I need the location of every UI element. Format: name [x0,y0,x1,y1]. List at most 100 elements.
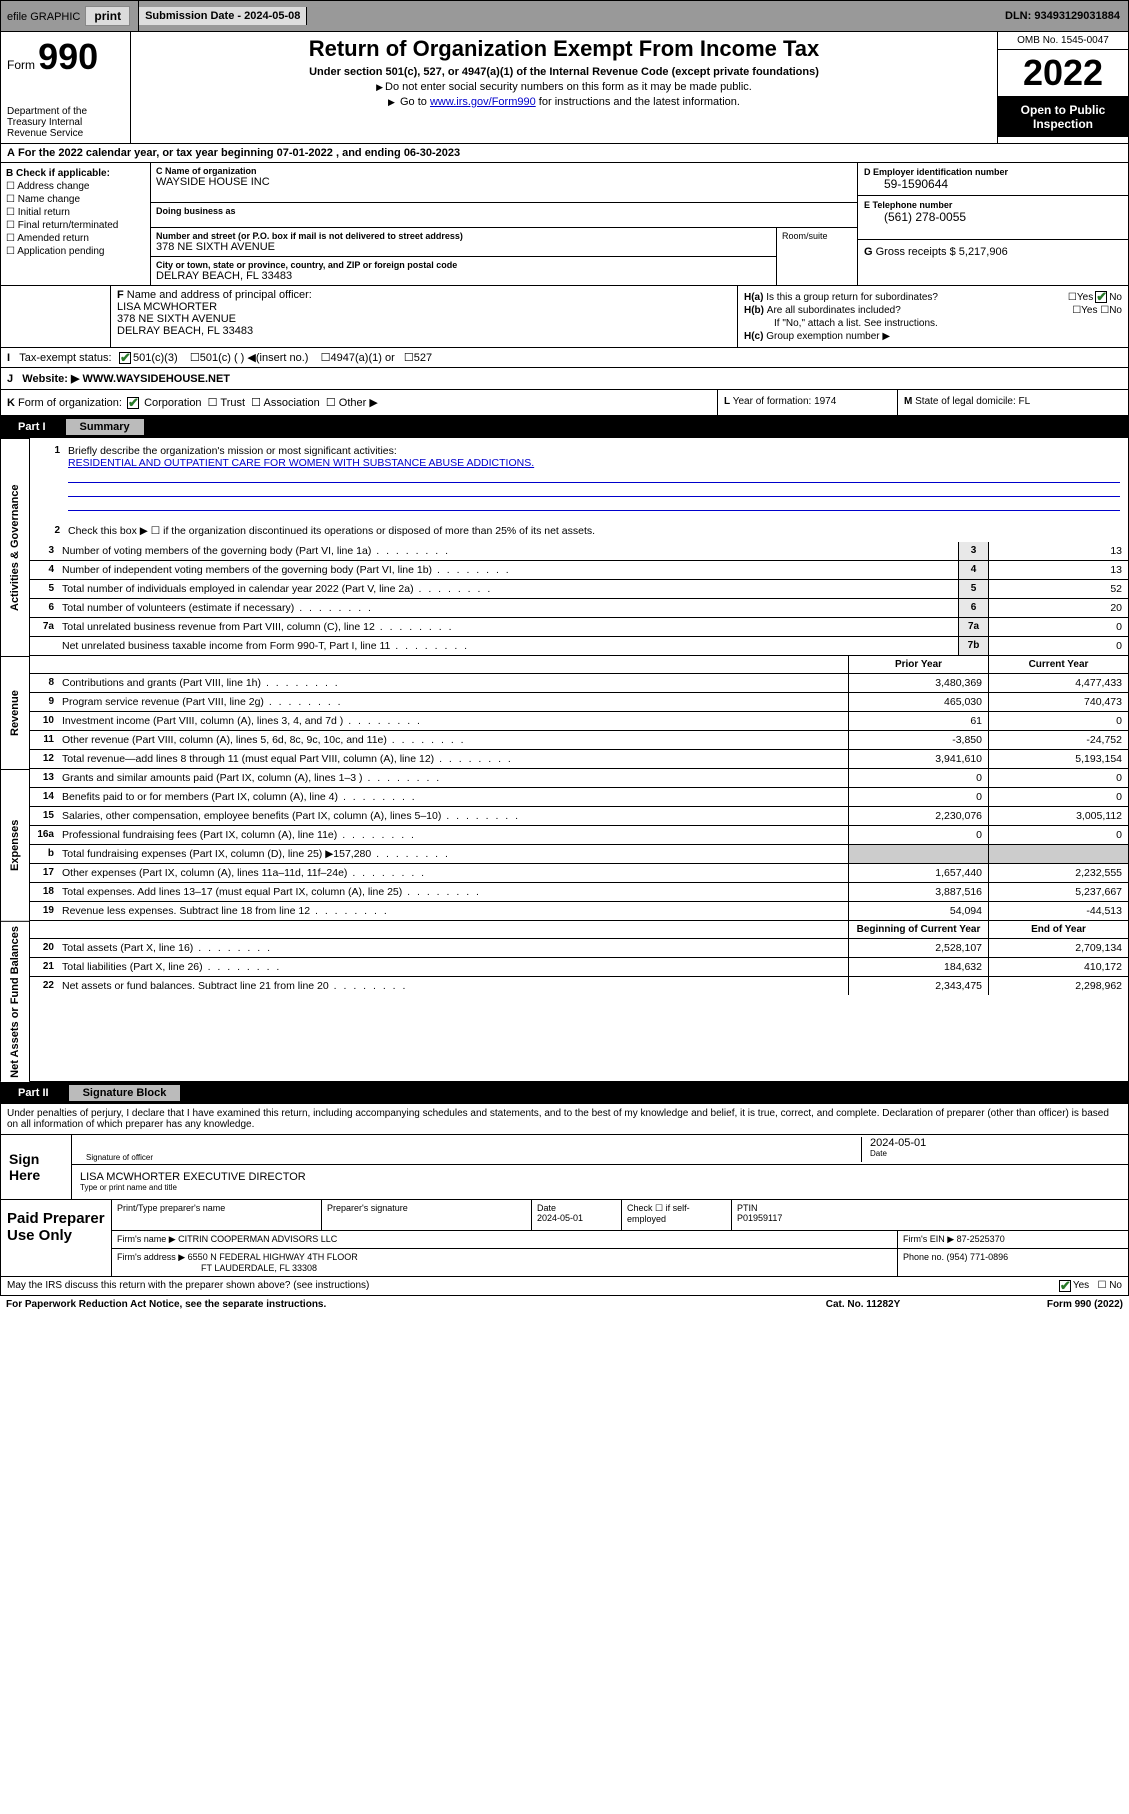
data-line: 13Grants and similar amounts paid (Part … [30,769,1128,788]
check-pending[interactable]: ☐ Application pending [6,246,145,257]
data-line: 8Contributions and grants (Part VIII, li… [30,674,1128,693]
dept-treasury: Department of the Treasury Internal Reve… [7,106,124,139]
domicile: FL [1019,396,1031,407]
website-row: J Website: ▶ WWW.WAYSIDEHOUSE.NET [0,368,1129,390]
part2-title: Signature Block [69,1085,181,1101]
note-ssn: Do not enter social security numbers on … [141,81,987,93]
tax-year: 2022 [998,50,1128,97]
part1-title: Summary [66,419,144,435]
revenue-block: Revenue b Prior Year Current Year 8Contr… [0,656,1129,769]
check-final[interactable]: ☐ Final return/terminated [6,220,145,231]
irs-link[interactable]: www.irs.gov/Form990 [430,96,536,108]
form-footer: Form 990 (2022) [963,1299,1123,1310]
print-button[interactable]: print [85,6,130,26]
opt-other: Other ▶ [339,397,378,409]
opt-501c: 501(c) ( ) ◀(insert no.) [200,351,309,364]
firm-addr2: FT LAUDERDALE, FL 33308 [117,1263,317,1273]
form-subtitle: Under section 501(c), 527, or 4947(a)(1)… [141,66,987,78]
tax-status-row: I Tax-exempt status: 501(c)(3) ☐ 501(c) … [0,348,1129,368]
cat-no: Cat. No. 11282Y [763,1299,963,1310]
side-netassets: Net Assets or Fund Balances [0,921,30,1082]
corp-checkbox[interactable] [127,397,139,409]
org-address: 378 NE SIXTH AVENUE [156,241,771,253]
part1-header: Part I Summary [0,416,1129,438]
part2-header: Part II Signature Block [0,1082,1129,1104]
firm-addr1: 6550 N FEDERAL HIGHWAY 4TH FLOOR [188,1252,358,1262]
note-pre: Go to [400,96,430,108]
eoy-header: End of Year [988,921,1128,938]
officer-typed: LISA MCWHORTER EXECUTIVE DIRECTOR [80,1171,1122,1183]
gov-line: 5Total number of individuals employed in… [30,580,1128,599]
form-header: Form 990 Department of the Treasury Inte… [0,32,1129,144]
check-name[interactable]: ☐ Name change [6,194,145,205]
submission-label: Submission Date - [145,10,244,22]
check-address[interactable]: ☐ Address change [6,181,145,192]
gov-line: 4Number of independent voting members of… [30,561,1128,580]
dba-label: Doing business as [156,206,852,216]
hc-text: Group exemption number ▶ [766,331,890,342]
data-line: 14Benefits paid to or for members (Part … [30,788,1128,807]
prep-h2: Preparer's signature [322,1200,532,1230]
hb-note: If "No," attach a list. See instructions… [744,318,1122,329]
ty-text: For the 2022 calendar year, or tax year … [18,147,277,159]
dln-cell: DLN: 93493129031884 [997,7,1128,25]
part2-no: Part II [8,1085,59,1101]
preparer-block: Paid Preparer Use Only Print/Type prepar… [1,1199,1128,1276]
ein-value: 59-1590644 [864,177,1122,191]
data-line: 15Salaries, other compensation, employee… [30,807,1128,826]
expenses-block: Expenses 13Grants and similar amounts pa… [0,769,1129,921]
sig-officer-label: Signature of officer [86,1153,861,1162]
check-initial[interactable]: ☐ Initial return [6,207,145,218]
omb-no: OMB No. 1545-0047 [998,32,1128,50]
discuss-yes-checkbox[interactable] [1059,1280,1071,1292]
check-column: B Check if applicable: ☐ Address change … [1,163,151,285]
officer-info: F Name and address of principal officer:… [111,286,738,347]
discuss-row: May the IRS discuss this return with the… [0,1277,1129,1296]
penalty-text: Under penalties of perjury, I declare th… [1,1104,1128,1134]
efile-text: efile GRAPHIC [7,11,80,23]
ha-no-checkbox[interactable] [1095,291,1107,303]
check-amended[interactable]: ☐ Amended return [6,233,145,244]
group-return: H(a) Is this a group return for subordin… [738,286,1128,347]
note-post: for instructions and the latest informat… [539,96,740,108]
header-right: OMB No. 1545-0047 2022 Open to Public In… [998,32,1128,143]
side-governance: Activities & Governance [0,438,30,656]
firm-addr-label: Firm's address ▶ [117,1252,185,1262]
governance-block: Activities & Governance 1 Briefly descri… [0,438,1129,656]
data-line: 20Total assets (Part X, line 16)2,528,10… [30,939,1128,958]
note-link: Go to www.irs.gov/Form990 for instructio… [141,96,987,108]
korg-left: K Form of organization: Corporation ☐ Tr… [1,390,718,415]
opt-assoc: Association [264,397,320,409]
tel-value: (561) 278-0055 [864,210,1122,224]
firm-ein-label: Firm's EIN ▶ [903,1234,954,1244]
org-name: WAYSIDE HOUSE INC [156,176,852,188]
id-column: D Employer identification number 59-1590… [858,163,1128,285]
header-center: Return of Organization Exempt From Incom… [131,32,998,143]
website-label: Website: ▶ [22,373,79,385]
part1-no: Part I [8,419,56,435]
footer-last: For Paperwork Reduction Act Notice, see … [0,1296,1129,1313]
prep-h5: PTIN [737,1203,1123,1213]
data-line: 21Total liabilities (Part X, line 26)184… [30,958,1128,977]
gross-value: 5,217,906 [959,246,1008,258]
org-info-block: B Check if applicable: ☐ Address change … [0,163,1129,286]
phone: (954) 771-0896 [947,1252,1009,1262]
sign-here-label: Sign Here [1,1135,71,1199]
city-label: City or town, state or province, country… [156,260,771,270]
ty-end: 06-30-2023 [404,147,460,159]
check-label: Check if applicable: [16,168,110,179]
501c3-checkbox[interactable] [119,352,131,364]
website-value: WWW.WAYSIDEHOUSE.NET [83,373,231,385]
opt-corp: Corporation [144,397,201,409]
submission-date: 2024-05-08 [244,10,300,22]
form-990: 990 [38,36,98,77]
tax-year-line: A For the 2022 calendar year, or tax yea… [0,144,1129,163]
data-line: 16aProfessional fundraising fees (Part I… [30,826,1128,845]
data-line: 19Revenue less expenses. Subtract line 1… [30,902,1128,920]
prep-h1: Print/Type preparer's name [117,1203,316,1213]
addr-label: Number and street (or P.O. box if mail i… [156,231,771,241]
prep-date: 2024-05-01 [537,1213,616,1223]
form-label: Form [7,58,35,72]
gov-line: 6Total number of volunteers (estimate if… [30,599,1128,618]
ty-mid: , and ending [336,147,404,159]
